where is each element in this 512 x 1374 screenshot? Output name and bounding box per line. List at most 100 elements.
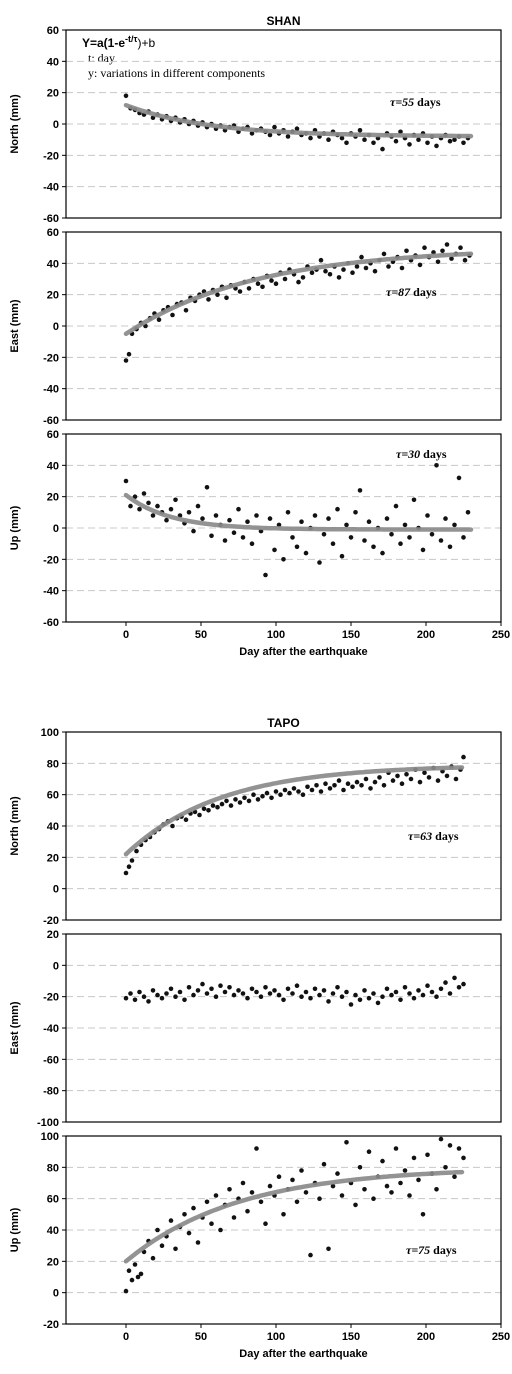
data-point [452,522,457,528]
data-point [350,270,355,276]
data-point [336,275,342,280]
data-point [461,535,466,540]
data-point [254,1146,259,1151]
data-point [164,991,169,996]
data-point [330,991,336,996]
data-point [285,986,291,992]
y-tick-label: 40 [47,56,59,68]
data-point [341,267,346,272]
data-point [395,773,400,779]
data-point [260,284,265,290]
fit-curve [123,1169,465,1264]
data-point [461,981,466,987]
data-point [246,286,252,291]
y-tick-label: 60 [47,25,59,37]
data-point [425,513,430,518]
data-point [317,992,322,998]
data-point [461,1155,466,1161]
data-point [287,790,292,796]
data-point [126,351,132,357]
data-point [159,995,165,1001]
data-point [384,986,390,992]
data-point [242,795,247,801]
x-tick-label: 200 [417,1331,435,1343]
data-point [416,137,421,142]
data-point [317,1196,322,1201]
data-point [186,985,192,990]
data-point [236,988,241,993]
data-point [290,991,295,996]
plot-frame [65,731,502,921]
data-point [362,988,367,993]
y-tick-label: -40 [43,384,59,396]
data-point [227,985,232,990]
tau-annotation: τ=63 days [408,829,459,843]
data-point [245,1208,250,1214]
data-point [452,975,457,981]
data-point [155,503,160,509]
tau-value: τ=63 [408,829,432,843]
data-point [438,986,444,992]
data-point [335,506,340,512]
data-point [339,994,345,999]
data-point [447,991,453,996]
data-point [393,138,399,144]
data-point [335,985,340,990]
data-point [263,1221,268,1226]
data-point [218,1227,223,1233]
y-tick-label: 80 [47,758,59,770]
data-point [222,989,228,995]
plot-frame [65,433,502,623]
data-point [191,992,196,998]
data-point [398,997,403,1003]
data-point [150,513,156,518]
data-point [381,783,387,788]
y-tick-label: -60 [43,617,59,629]
data-point [327,272,333,277]
data-point [281,557,286,562]
data-point [258,1199,264,1205]
data-point [282,276,288,282]
data-point [402,522,408,528]
data-point [339,553,345,559]
data-point [126,1268,132,1273]
y-tick-label: 0 [53,884,59,896]
data-point [272,124,277,130]
data-point [258,994,264,999]
data-point [128,991,133,996]
y-tick-label: 40 [47,1225,59,1237]
y-tick-label: -40 [43,1023,59,1035]
data-point [213,513,219,518]
data-point [168,986,174,992]
data-point [227,517,232,523]
data-point [461,754,466,760]
y-axis-label: East (mm) [9,1001,21,1055]
data-point [155,992,160,998]
tau-unit: days [414,95,441,109]
data-point [272,547,277,553]
data-point [290,1177,295,1183]
data-point [135,1274,141,1280]
data-point [372,779,378,785]
data-point [449,256,454,261]
data-point [183,817,189,822]
tau-value: τ=55 [390,95,414,109]
y-tick-label: -40 [43,182,59,194]
data-point [363,265,369,271]
fit-curve [123,102,474,139]
data-point [359,254,364,260]
data-point [237,289,243,294]
data-point [281,997,286,1003]
data-point [350,784,355,790]
data-point [134,848,139,854]
data-point [438,1136,444,1142]
y-tick-label: 20 [47,852,59,864]
y-tick-label: 60 [47,790,59,802]
x-tick-label: 150 [342,1331,360,1343]
data-point [296,279,301,285]
data-point [240,1180,246,1186]
data-point [170,823,175,829]
y-tick-label: 20 [47,929,59,941]
data-point [254,513,259,518]
y-tick-label: -20 [43,915,59,927]
